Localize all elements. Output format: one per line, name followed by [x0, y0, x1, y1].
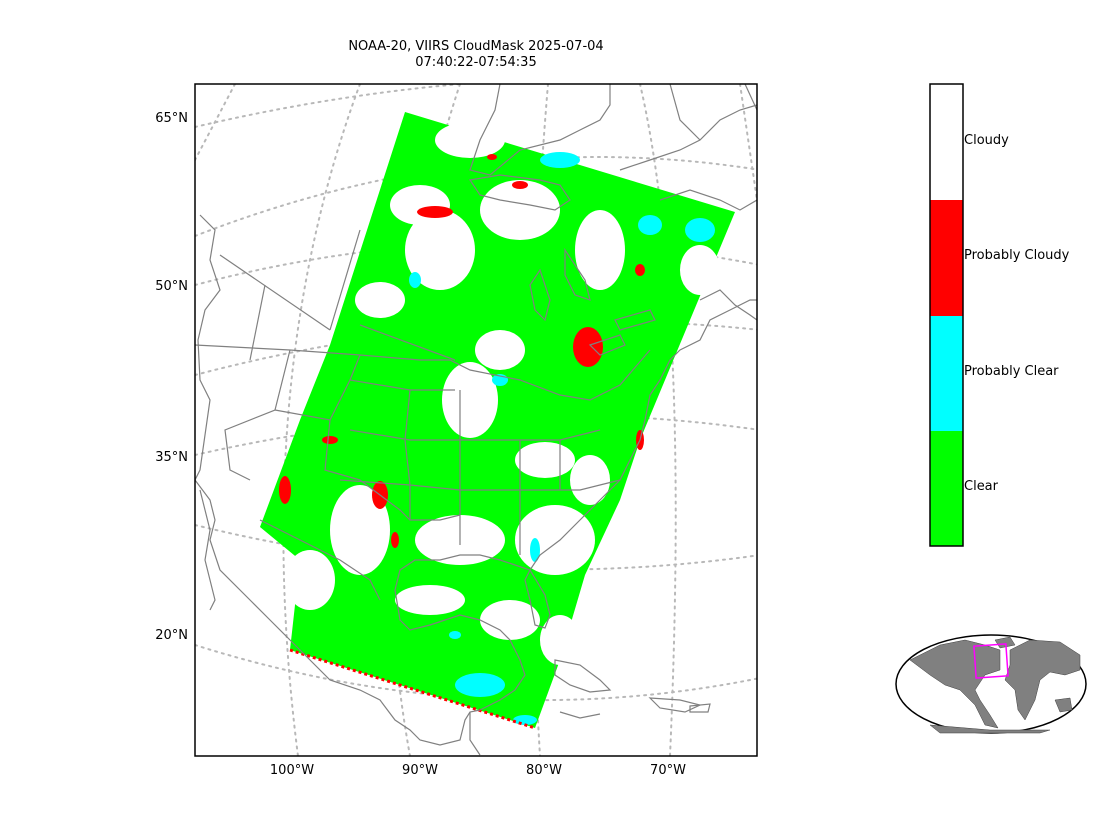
lat-label-50n: 50°N	[155, 279, 188, 294]
colorbar-segment-probably-clear	[930, 316, 963, 431]
meridian-100w	[282, 84, 361, 756]
title-line-2: 07:40:22-07:54:35	[415, 55, 537, 70]
map-frame	[194, 83, 758, 757]
colorbar-label-probably-clear: Probably Clear	[964, 364, 1059, 379]
cloudmask-swath	[260, 112, 735, 730]
swath-edge-south	[289, 648, 536, 730]
map-panel	[194, 83, 758, 757]
inset-land	[909, 636, 1081, 734]
colorbar-label-clear: Clear	[964, 479, 998, 494]
meridian-110w	[195, 84, 236, 161]
lon-label-70w: 70°W	[650, 763, 686, 778]
inset-swath-footprint	[973, 643, 1009, 679]
colorbar-label-cloudy: Cloudy	[964, 133, 1009, 148]
lat-label-35n: 35°N	[155, 450, 188, 465]
lat-label-65n: 65°N	[155, 111, 188, 126]
figure-title: NOAA-20, VIIRS CloudMask 2025-07-04 07:4…	[226, 39, 726, 71]
probably-cloudy-regions	[279, 154, 645, 548]
colorbar-segment-cloudy	[930, 84, 963, 200]
lon-label-100w: 100°W	[269, 763, 315, 778]
colorbar-segment-probably-cloudy	[930, 200, 963, 316]
inset-globe	[895, 634, 1087, 734]
lat-label-20n: 20°N	[155, 628, 188, 643]
meridian-60w	[739, 84, 757, 201]
probably-clear-regions	[409, 152, 715, 725]
lon-label-80w: 80°W	[526, 763, 562, 778]
colorbar-label-probably-cloudy: Probably Cloudy	[964, 248, 1070, 263]
colorbar-frame	[929, 83, 964, 547]
coastlines-borders	[195, 84, 757, 756]
colorbar-segment-clear	[930, 431, 963, 546]
title-line-1: NOAA-20, VIIRS CloudMask 2025-07-04	[348, 39, 604, 54]
colorbar	[929, 83, 964, 547]
lon-label-90w: 90°W	[402, 763, 438, 778]
